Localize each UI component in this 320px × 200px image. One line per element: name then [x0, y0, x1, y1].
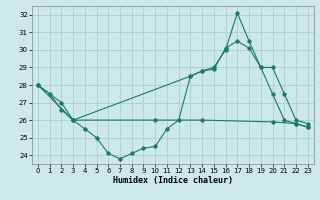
X-axis label: Humidex (Indice chaleur): Humidex (Indice chaleur)	[113, 176, 233, 185]
